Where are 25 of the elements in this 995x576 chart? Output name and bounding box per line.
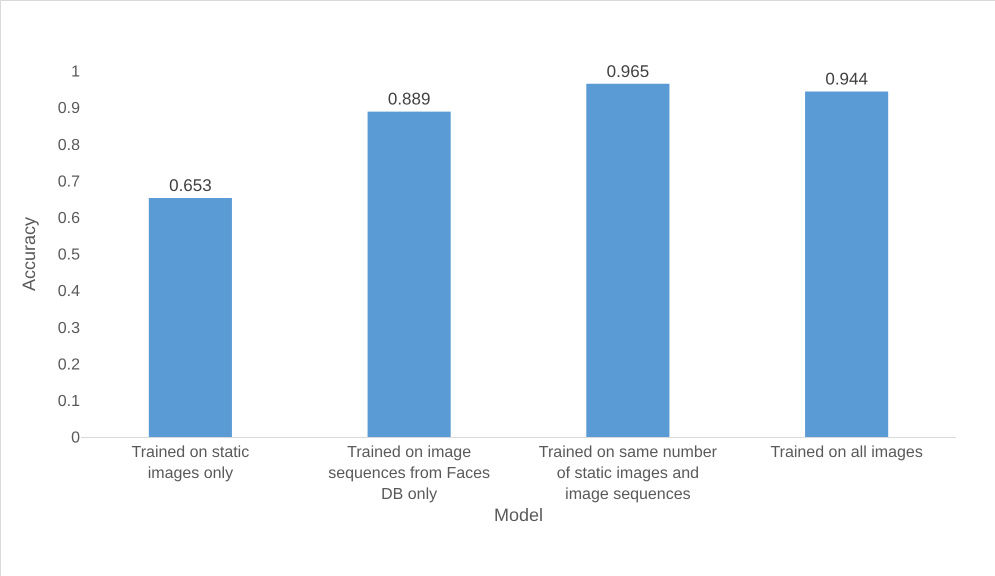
y-tick-label: 0.5 — [58, 246, 80, 264]
y-tick-label: 0.2 — [58, 356, 80, 374]
bar — [368, 112, 451, 437]
bar — [148, 198, 232, 437]
data-label: 0.653 — [169, 176, 212, 195]
y-tick-label: 0 — [71, 430, 80, 447]
y-axis-title: Accuracy — [19, 216, 39, 292]
data-label: 0.944 — [825, 70, 868, 88]
y-tick-label: 1 — [71, 64, 80, 81]
y-tick-label: 0.3 — [58, 320, 80, 337]
x-tick-label: Trained on image sequences from Faces DB only — [328, 444, 490, 503]
x-tick-label: Trained on static images only — [132, 444, 250, 482]
x-tick-label: Trained on all images — [770, 444, 923, 462]
bar — [805, 92, 888, 437]
x-axis-title: Model — [494, 504, 544, 525]
data-label: 0.889 — [388, 90, 430, 109]
x-tick-label: Trained on same number of static images and image sequences — [538, 444, 718, 503]
y-tick-label: 0.6 — [58, 210, 80, 227]
y-tick-label: 0.8 — [58, 136, 80, 154]
y-tick-label: 0.1 — [58, 393, 80, 410]
data-label: 0.965 — [606, 62, 650, 81]
y-tick-label: 0.7 — [58, 173, 80, 190]
bar — [586, 84, 670, 437]
y-tick-label: 0.9 — [58, 100, 80, 118]
y-tick-label: 0.4 — [58, 283, 80, 300]
